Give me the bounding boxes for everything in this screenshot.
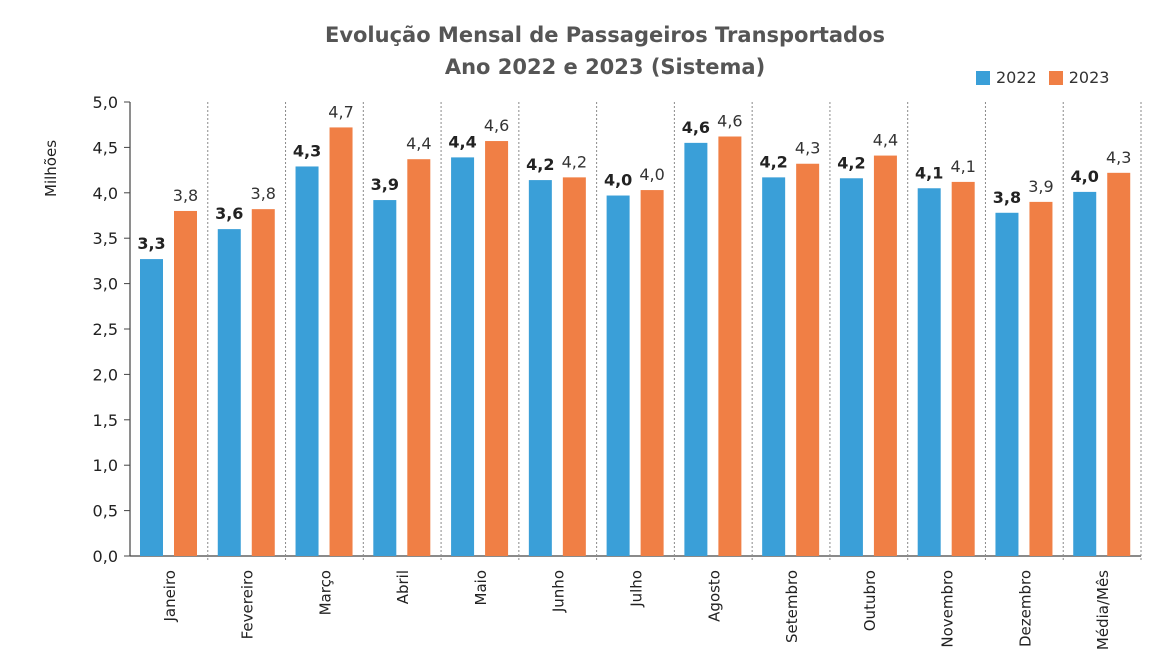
legend-swatch-2023 — [1048, 70, 1063, 85]
data-label-2022: 4,2 — [837, 153, 865, 172]
bar-2022 — [684, 142, 708, 557]
bar-2022 — [606, 195, 630, 557]
bar-2022 — [528, 180, 552, 556]
category-label: Abril — [394, 570, 412, 604]
y-tick-label: 1,5 — [93, 411, 118, 430]
y-axis-title: Milhões — [42, 140, 60, 197]
bar-2023 — [174, 210, 197, 556]
category-label: Novembro — [939, 570, 957, 648]
legend-label-2023: 2023 — [1068, 68, 1110, 87]
y-tick-label: 4,0 — [93, 184, 118, 203]
bar-2022 — [451, 157, 475, 556]
bar-2022 — [995, 212, 1019, 556]
data-label-2023: 4,1 — [950, 157, 975, 176]
bar-2022 — [217, 229, 241, 556]
legend: 2022 2023 — [976, 68, 1121, 87]
category-label: Maio — [472, 570, 490, 605]
data-label-2022: 4,2 — [526, 155, 554, 174]
data-label-2023: 4,4 — [873, 131, 898, 150]
bar-2023 — [640, 190, 664, 557]
bar-2023 — [485, 141, 509, 556]
bar-2022 — [295, 166, 319, 556]
data-label-2022: 3,8 — [993, 188, 1021, 207]
data-label-2023: 4,7 — [328, 102, 353, 121]
data-label-2023: 4,6 — [717, 112, 742, 131]
data-label-2022: 4,3 — [293, 141, 321, 160]
category-label: Julho — [628, 570, 646, 608]
category-label: Março — [316, 570, 334, 615]
data-label-2022: 4,4 — [448, 132, 476, 151]
category-label: Setembro — [783, 570, 801, 643]
y-tick-label: 0,0 — [93, 547, 118, 566]
bar-2023 — [251, 209, 275, 557]
bar-2023 — [796, 163, 820, 556]
legend-label-2022: 2022 — [996, 68, 1037, 87]
category-label: Janeiro — [161, 570, 179, 623]
bar-2022 — [1073, 191, 1097, 556]
category-label: Junho — [550, 570, 568, 613]
y-tick-label: 1,0 — [93, 456, 118, 475]
bar-2022 — [762, 177, 786, 556]
y-tick-label: 4,5 — [93, 138, 118, 157]
y-tick-label: 2,5 — [93, 320, 118, 339]
data-label-2022: 4,0 — [1071, 167, 1099, 186]
data-label-2022: 4,0 — [604, 171, 632, 190]
data-label-2022: 3,6 — [215, 204, 243, 223]
bar-2023 — [1107, 172, 1131, 556]
chart-subtitle: Ano 2022 e 2023 (Sistema) — [444, 55, 766, 79]
data-label-2023: 4,4 — [406, 134, 431, 153]
data-label-2022: 4,2 — [759, 152, 787, 171]
data-label-2023: 4,2 — [562, 152, 587, 171]
data-label-2023: 3,8 — [251, 184, 276, 203]
data-label-2022: 3,3 — [137, 234, 165, 253]
data-label-2023: 4,6 — [484, 116, 509, 135]
data-label-2023: 4,3 — [1106, 148, 1131, 167]
y-tick-label: 2,0 — [93, 365, 118, 384]
category-label: Agosto — [705, 570, 723, 622]
category-label: Fevereiro — [239, 570, 257, 639]
y-tick-label: 5,0 — [93, 93, 118, 112]
bar-2023 — [873, 155, 897, 556]
category-label: Dezembro — [1016, 570, 1034, 647]
bar-2023 — [1029, 201, 1053, 556]
y-tick-label: 0,5 — [93, 502, 118, 521]
category-label: Média/Mês — [1094, 570, 1112, 650]
bar-2022 — [917, 188, 941, 556]
data-label-2022: 4,6 — [682, 118, 710, 137]
data-label-2022: 4,1 — [915, 163, 943, 182]
data-label-2023: 3,9 — [1028, 177, 1053, 196]
bar-2022 — [839, 178, 863, 556]
bar-2022 — [373, 200, 397, 556]
data-label-2023: 4,3 — [795, 139, 820, 158]
bar-2023 — [562, 177, 586, 556]
data-label-2022: 3,9 — [371, 175, 399, 194]
y-tick-label: 3,0 — [93, 275, 118, 294]
bar-2023 — [329, 127, 353, 556]
legend-item-2022: 2022 — [976, 68, 1037, 87]
bar-2023 — [718, 136, 742, 556]
data-label-2023: 3,8 — [173, 186, 198, 205]
bar-2023 — [407, 159, 431, 557]
legend-swatch-2022 — [976, 70, 990, 85]
legend-item-2023: 2023 — [1048, 68, 1110, 87]
chart-title: Evolução Mensal de Passageiros Transport… — [324, 23, 886, 47]
y-tick-label: 3,5 — [93, 229, 118, 248]
category-label: Outubro — [861, 570, 879, 631]
bar-2022 — [140, 259, 163, 556]
data-label-2023: 4,0 — [639, 165, 664, 184]
bar-2023 — [951, 181, 975, 557]
